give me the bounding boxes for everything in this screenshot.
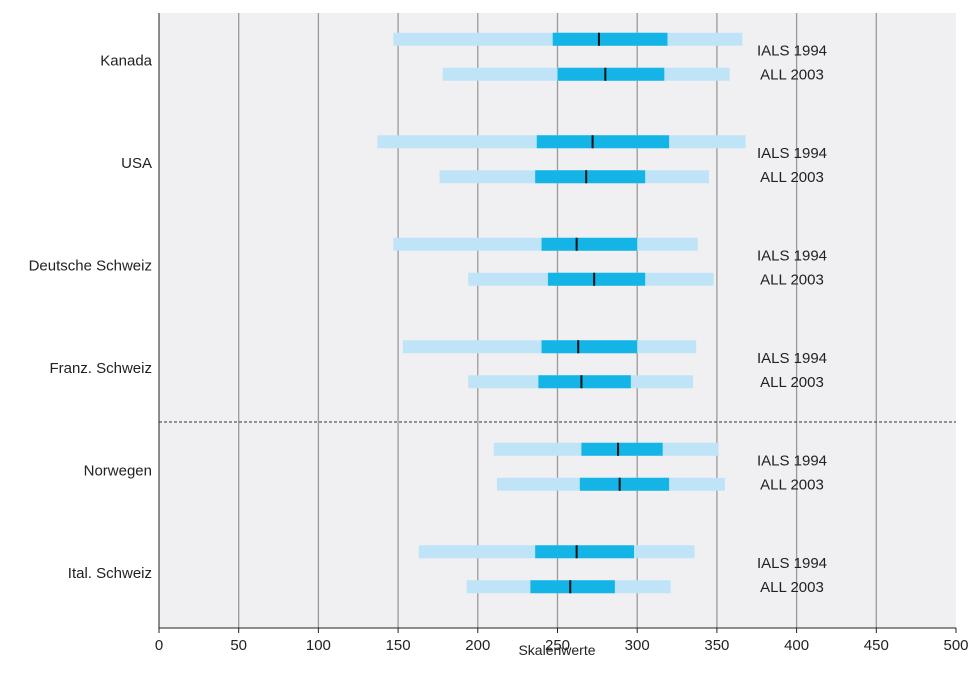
x-tick-label: 400 [784, 637, 809, 654]
labels: Kanada IALS 1994 ALL 2003 USA IALS 1994 ALL 2… [29, 42, 827, 596]
x-axis: 0 50 100 150 200 250 300 350 400 450 500 [155, 13, 969, 654]
range-bars [377, 32, 746, 594]
x-tick-label: 200 [465, 637, 490, 654]
series-label: IALS 1994 [757, 42, 827, 59]
inner-range-bar [535, 170, 646, 184]
inner-range-bar [557, 67, 665, 81]
inner-range-bar [541, 237, 638, 251]
series-label: ALL 2003 [760, 66, 824, 83]
category-label: Ital. Schweiz [68, 565, 152, 582]
series-label: ALL 2003 [760, 374, 824, 391]
category-label: Deutsche Schweiz [29, 257, 152, 274]
x-tick-label: 50 [230, 637, 247, 654]
series-label: IALS 1994 [757, 555, 827, 572]
inner-range-bar [538, 375, 631, 389]
x-tick-label: 250 [545, 637, 570, 654]
inner-range-bar [535, 545, 635, 559]
inner-range-bar [530, 580, 615, 594]
series-label: IALS 1994 [757, 145, 827, 162]
inner-range-bar [581, 442, 663, 456]
series-label: IALS 1994 [757, 350, 827, 367]
category-label: Norwegen [84, 462, 152, 479]
category-label: Kanada [100, 52, 152, 69]
x-tick-label: 300 [625, 637, 650, 654]
category-label: Franz. Schweiz [49, 360, 152, 377]
x-tick-label: 0 [155, 637, 163, 654]
inner-range-bar [536, 135, 670, 149]
inner-range-bar [541, 340, 638, 354]
x-tick-label: 450 [864, 637, 889, 654]
inner-range-bar [579, 477, 670, 491]
series-label: ALL 2003 [760, 271, 824, 288]
x-tick-label: 150 [386, 637, 411, 654]
inner-range-bar [547, 272, 646, 286]
x-tick-label: 500 [943, 637, 968, 654]
series-label: IALS 1994 [757, 452, 827, 469]
series-label: ALL 2003 [760, 476, 824, 493]
series-label: IALS 1994 [757, 247, 827, 264]
x-tick-label: 100 [306, 637, 331, 654]
x-tick-label: 350 [704, 637, 729, 654]
inner-range-bar [552, 32, 668, 46]
category-label: USA [121, 155, 152, 172]
x-axis-title: Skalenwerte [518, 642, 595, 658]
series-label: ALL 2003 [760, 169, 824, 186]
series-label: ALL 2003 [760, 579, 824, 596]
grid-lines [159, 13, 956, 628]
